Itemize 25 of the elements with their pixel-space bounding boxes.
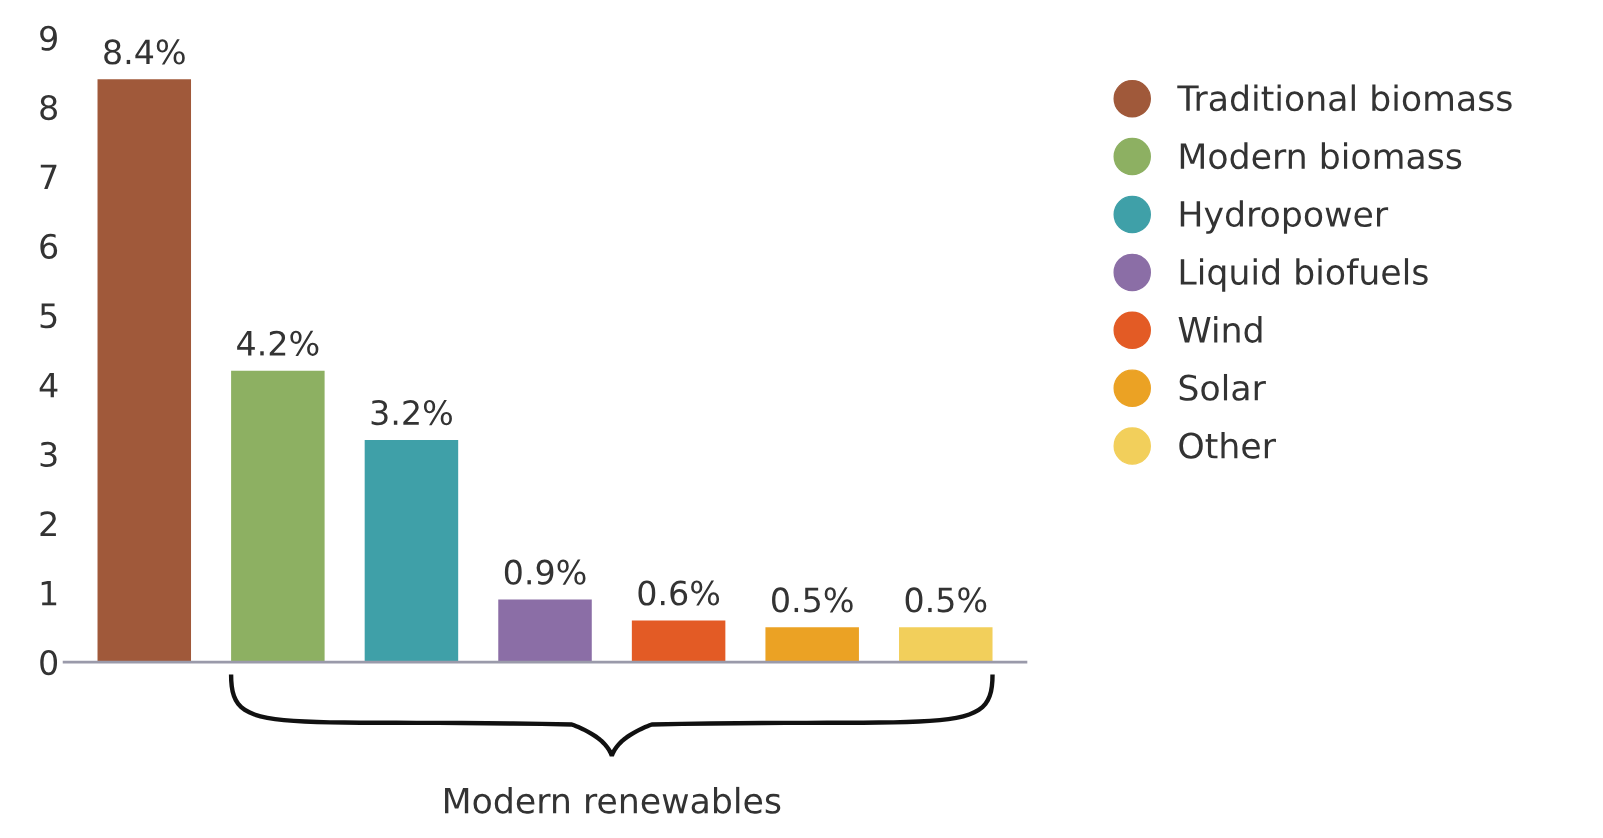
legend-label: Traditional biomass bbox=[1177, 84, 1512, 112]
legend-label: Other bbox=[1179, 431, 1276, 459]
text: 0.5% bbox=[772, 587, 853, 613]
y-tick-label: 0 bbox=[40, 649, 58, 676]
legend-label: Solar bbox=[1179, 373, 1266, 401]
legend-label: Wind bbox=[1178, 316, 1262, 343]
y-tick-label: 1 bbox=[41, 581, 57, 606]
y-tick-label: 4 bbox=[39, 372, 58, 398]
text: 0.9% bbox=[504, 559, 586, 585]
legend-label: Modern biomass bbox=[1180, 142, 1462, 170]
text: 3.2% bbox=[371, 400, 452, 426]
legend-label: Hydropower bbox=[1180, 200, 1389, 234]
y-tick-label: 8 bbox=[40, 95, 57, 121]
y-tick-label: 7 bbox=[40, 164, 57, 190]
y-tick-label: 3 bbox=[40, 441, 57, 468]
text: 4.2% bbox=[237, 330, 319, 356]
legend-label: Liquid biofuels bbox=[1180, 258, 1428, 292]
text: Modern renewables bbox=[445, 786, 781, 814]
text: 8.4% bbox=[104, 39, 185, 65]
text: 0.5% bbox=[905, 587, 987, 613]
y-tick-label: 5 bbox=[40, 303, 57, 329]
y-tick-label: 2 bbox=[40, 511, 56, 536]
y-tick-label: 6 bbox=[40, 233, 58, 259]
y-tick-label: 9 bbox=[40, 25, 57, 51]
text: 0.6% bbox=[638, 580, 720, 606]
